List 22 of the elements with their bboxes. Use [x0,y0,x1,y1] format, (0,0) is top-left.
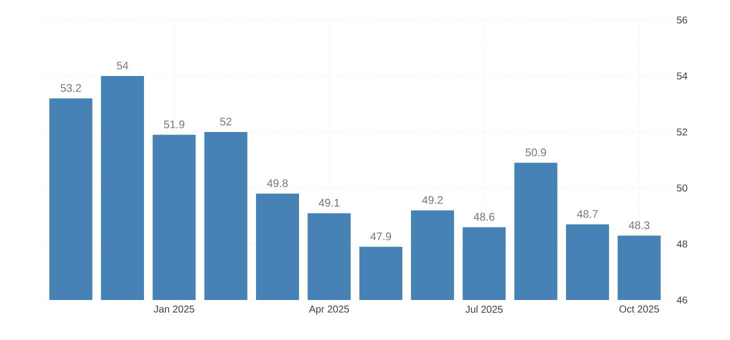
data-label: 48.6 [474,212,494,221]
data-label: 48.7 [577,210,598,218]
y-tick-label: 52 [676,128,688,136]
x-tick-label: Oct 2025 [619,306,659,313]
y-tick-label: 56 [676,16,688,24]
data-label: 54 [116,62,128,70]
data-label: 50.9 [526,148,546,156]
data-label: 47.9 [370,232,391,240]
data-label: 51.9 [164,120,184,128]
y-tick-label: 46 [676,296,688,304]
data-label: 52 [220,118,232,126]
y-tick-label: 54 [676,72,688,80]
data-label: 48.3 [628,221,650,230]
data-label: 53.2 [60,84,81,92]
data-label: 49.1 [318,198,340,207]
y-tick-label: 50 [676,184,688,192]
x-tick-label: Jul 2025 [466,306,503,313]
data-label: 49.2 [422,196,443,204]
data-label: 49.8 [267,179,288,188]
y-tick-label: 48 [676,240,688,248]
x-tick-label: Apr 2025 [308,306,349,315]
x-tick-label: Jan 2025 [154,306,194,313]
